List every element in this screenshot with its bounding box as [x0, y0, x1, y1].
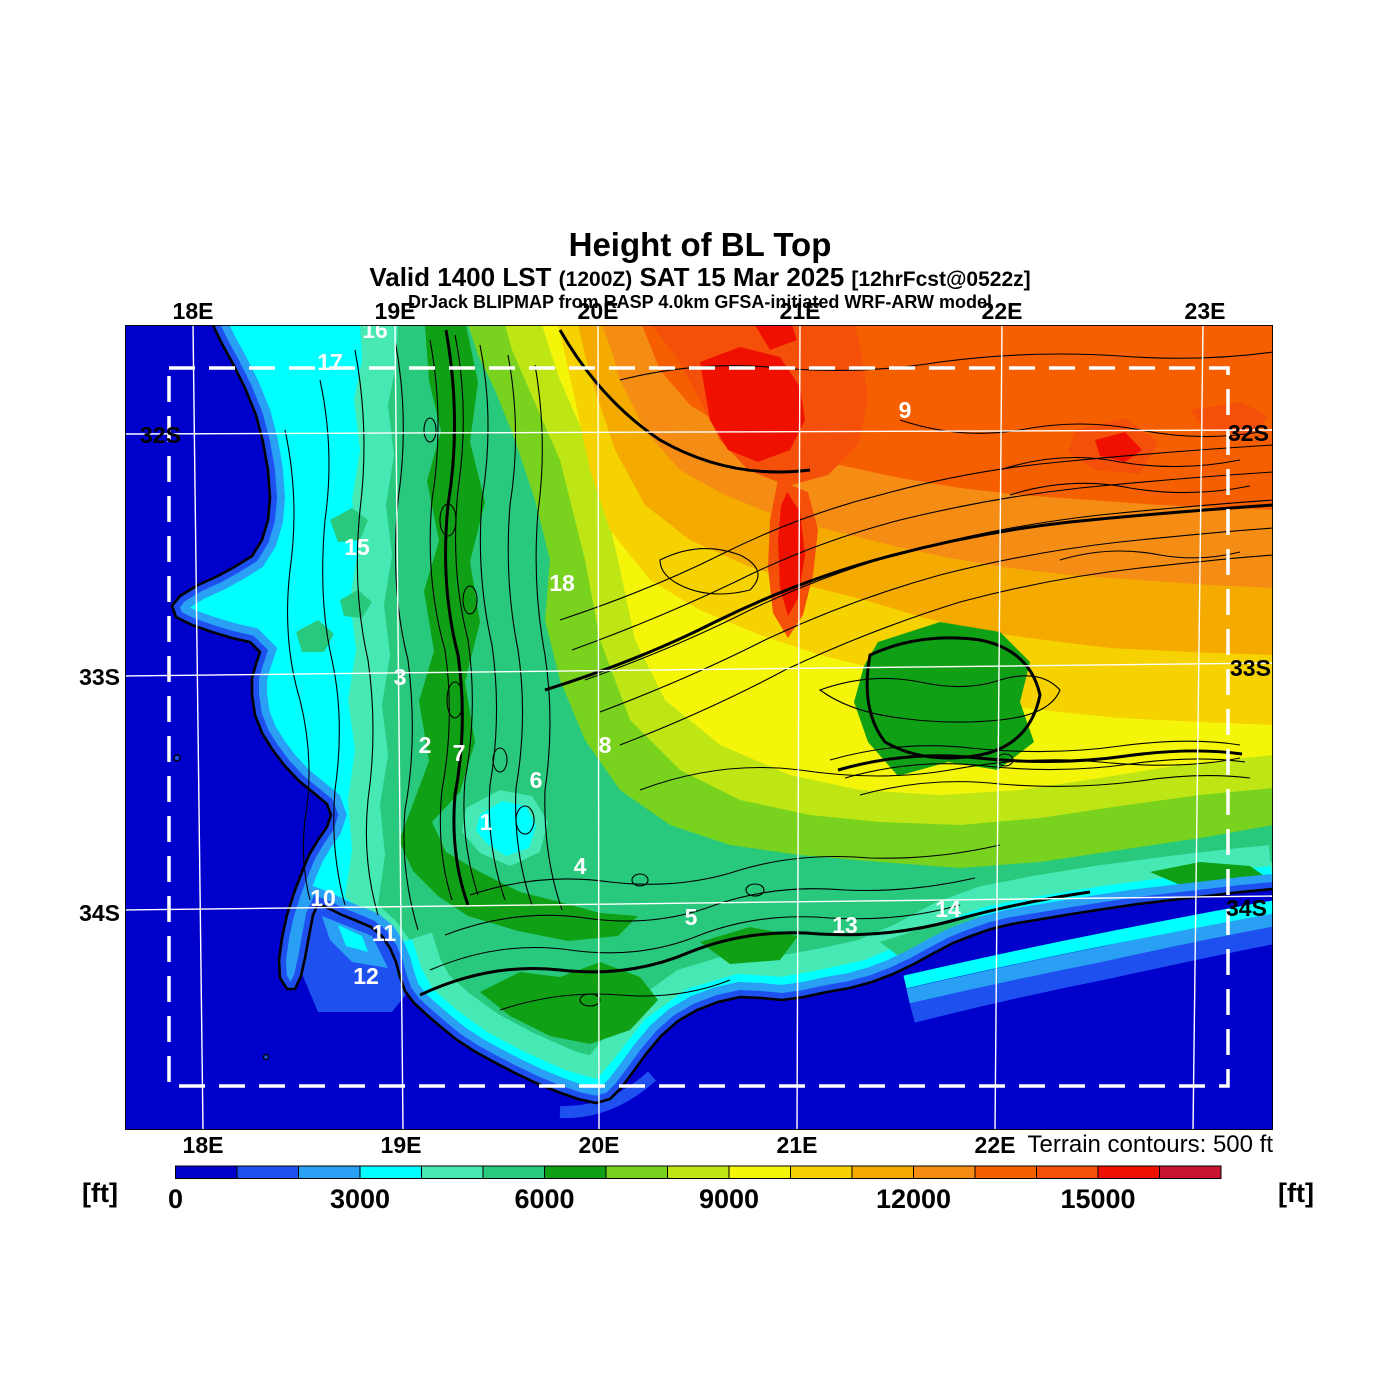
- colorbar-tick-3000: 3000: [330, 1184, 390, 1214]
- region-low-pocket: [476, 801, 536, 856]
- region-red-core-top: [755, 325, 797, 350]
- colorbar-segment: [974, 1165, 1037, 1179]
- colorbar-tick-6000: 6000: [514, 1184, 574, 1214]
- lon-top-22e: 22E: [982, 298, 1023, 324]
- colorbar-segment: [605, 1165, 668, 1179]
- page-title: Height of BL Top: [568, 226, 832, 263]
- island-dassen: [173, 754, 181, 762]
- site-label: 7: [453, 740, 466, 766]
- lat-label-32s-inside: 32S: [140, 422, 181, 448]
- colorbar: 0 3000 6000 9000 12000 15000 [ft] [ft]: [82, 1165, 1314, 1214]
- site-label: 1: [480, 809, 493, 835]
- colorbar-segment: [421, 1165, 484, 1179]
- site-label: 3: [394, 664, 407, 690]
- lon-bottom-18e: 18E: [183, 1132, 224, 1158]
- lat-right-33s: 33S: [1230, 655, 1271, 681]
- colorbar-segment: [175, 1165, 238, 1179]
- region-green-blob2: [296, 620, 334, 652]
- colorbar-segment: [667, 1165, 730, 1179]
- region-coastal-green2: [700, 927, 798, 964]
- graticule: [125, 325, 1273, 1130]
- region-red-spot-ne: [1190, 402, 1268, 436]
- site-label: 13: [832, 912, 858, 938]
- map-canvas: 1 2 3 4 5 6 7 8 9 10 11 12 13 14 15 16 1: [125, 317, 1273, 1130]
- lon-bottom-19e: 19E: [381, 1132, 422, 1158]
- site-label: 10: [310, 885, 336, 911]
- colorbar-tick-0: 0: [168, 1184, 183, 1214]
- valid-time-line: Valid 1400 LST (1200Z) SAT 15 Mar 2025 […: [0, 263, 1400, 292]
- header: Height of BL Top Valid 1400 LST (1200Z) …: [0, 228, 1400, 312]
- lon-top-18e: 18E: [173, 298, 214, 324]
- site-label: 17: [317, 349, 343, 375]
- colorbar-segment: [1159, 1165, 1222, 1179]
- colorbar-segment: [913, 1165, 976, 1179]
- site-label: 16: [362, 317, 388, 343]
- region-ridge-green: [399, 325, 638, 941]
- sea-band-cyan: [903, 900, 1273, 989]
- colorbar-segment: [236, 1165, 299, 1179]
- site-label: 4: [574, 853, 587, 879]
- valid-time: Valid 1400 LST: [369, 262, 552, 292]
- region-red-core: [700, 347, 805, 462]
- site-label: 18: [549, 570, 575, 596]
- colorbar-tick-9000: 9000: [699, 1184, 759, 1214]
- lon-top-20e: 20E: [578, 298, 619, 324]
- model-attribution: DrJack BLIPMAP from RASP 4.0km GFSA-init…: [407, 291, 993, 312]
- colorbar-ticks: 0 3000 6000 9000 12000 15000: [168, 1184, 1136, 1214]
- sea-band-agulhas: [559, 1071, 657, 1119]
- colorbar-unit-right: [ft]: [1278, 1178, 1314, 1208]
- lon-top-21e: 21E: [780, 298, 821, 324]
- region-coastal-green1: [480, 962, 658, 1044]
- colorbar-segment: [790, 1165, 853, 1179]
- lon-bottom-21e: 21E: [777, 1132, 818, 1158]
- colorbar-segment: [298, 1165, 361, 1179]
- false-bay-band3: [338, 925, 368, 952]
- site-label: 8: [599, 732, 612, 758]
- domain-boundary: [167, 366, 1230, 1088]
- lon-bottom-20e: 20E: [579, 1132, 620, 1158]
- site-labels: 1 2 3 4 5 6 7 8 9 10 11 12 13 14 15 16 1: [310, 317, 961, 989]
- colorbar-segment: [1097, 1165, 1160, 1179]
- forecast-run: [12hrFcst@0522z]: [851, 268, 1031, 291]
- region-red-core-spot: [1095, 432, 1142, 462]
- lon-top-23e: 23E: [1185, 298, 1226, 324]
- colorbar-segment: [544, 1165, 607, 1179]
- lon-top-19e: 19E: [375, 298, 416, 324]
- site-label: 11: [372, 920, 397, 946]
- site-label: 15: [344, 534, 370, 560]
- land-group: 1 2 3 4 5 6 7 8 9 10 11 12 13 14 15 16 1: [125, 317, 1273, 1130]
- colorbar-tick-12000: 12000: [876, 1184, 951, 1214]
- colorbar-segments: [175, 1165, 1222, 1179]
- colorbar-segment: [359, 1165, 422, 1179]
- site-label: 2: [419, 732, 432, 758]
- sea-band-sky: [906, 911, 1273, 1004]
- lat-right-34s: 34S: [1226, 895, 1267, 921]
- colorbar-segment: [728, 1165, 791, 1179]
- island-dyer: [262, 1053, 270, 1061]
- region-green-central: [854, 622, 1034, 776]
- site-label: 9: [899, 397, 912, 423]
- terrain-contours: [284, 329, 1273, 1011]
- colorbar-segment: [482, 1165, 545, 1179]
- colorbar-segment: [851, 1165, 914, 1179]
- colorbar-unit-left: [ft]: [82, 1178, 118, 1208]
- colorbar-tick-15000: 15000: [1060, 1184, 1135, 1214]
- lon-bottom-22e: 22E: [975, 1132, 1016, 1158]
- lat-left-33s: 33S: [79, 664, 120, 690]
- lat-right-32s: 32S: [1228, 420, 1269, 446]
- lat-left-34s: 34S: [79, 900, 120, 926]
- zulu-time: (1200Z): [558, 268, 633, 291]
- axis-labels: 18E 19E 20E 21E 22E 23E 18E 19E 20E 21E …: [79, 298, 1273, 1158]
- colorbar-segment: [1036, 1165, 1099, 1179]
- site-label: 5: [685, 904, 698, 930]
- terrain-contours-note: Terrain contours: 500 ft: [1028, 1131, 1274, 1158]
- site-label: 12: [353, 963, 379, 989]
- valid-date: SAT 15 Mar 2025: [639, 262, 845, 292]
- sea-band-blue: [909, 922, 1273, 1023]
- region-green-blob3: [340, 590, 372, 618]
- site-label: 14: [935, 896, 961, 922]
- site-label: 6: [530, 767, 543, 793]
